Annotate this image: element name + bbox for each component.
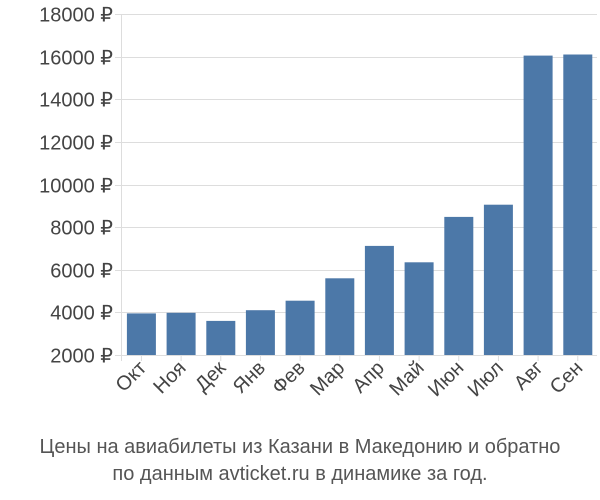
y-tick-label: 10000 ₽ xyxy=(39,176,113,198)
bar-12 xyxy=(563,54,593,355)
chart-caption-line-2: по данным avticket.ru в динамике за год. xyxy=(112,463,488,485)
x-tick-label: Дек xyxy=(191,357,230,396)
bar-8 xyxy=(404,262,434,355)
bar-9 xyxy=(444,216,474,355)
chart-caption-line-1: Цены на авиабилеты из Казани в Македонию… xyxy=(39,436,561,458)
grid-layer xyxy=(115,14,597,361)
x-tick-label: Ноя xyxy=(149,357,190,398)
bar-4 xyxy=(245,310,275,355)
y-tick-label: 16000 ₽ xyxy=(39,48,113,70)
x-tick-label: Май xyxy=(385,357,428,400)
x-tick-label: Июл xyxy=(464,357,508,401)
bar-6 xyxy=(325,278,355,355)
x-tick-label: Мар xyxy=(306,357,349,400)
bar-2 xyxy=(166,312,196,355)
x-tick-label: Фев xyxy=(268,357,310,399)
bars-layer xyxy=(126,54,593,355)
y-tick-label: 18000 ₽ xyxy=(39,5,113,27)
y-axis: 2000 ₽ 4000 ₽ 6000 ₽ 8000 ₽ 10000 ₽ 12000 ₽ 14… xyxy=(39,5,113,368)
x-tick-label: Сен xyxy=(546,357,587,398)
x-tick-label: Июн xyxy=(424,357,468,401)
bar-11 xyxy=(523,55,553,355)
bar-3 xyxy=(206,320,236,355)
x-tick-label: Янв xyxy=(229,357,270,398)
y-tick-label: 2000 ₽ xyxy=(50,346,113,368)
bar-1 xyxy=(126,313,156,355)
bar-chart: 2000 ₽ 4000 ₽ 6000 ₽ 8000 ₽ 10000 ₽ 12000 ₽ 14… xyxy=(39,5,597,401)
y-tick-label: 6000 ₽ xyxy=(50,261,113,283)
y-tick-label: 14000 ₽ xyxy=(39,90,113,112)
x-tick-label: Окт xyxy=(112,357,151,396)
y-tick-label: 8000 ₽ xyxy=(50,218,113,240)
x-tick-label: Апр xyxy=(348,357,389,398)
bar-5 xyxy=(285,300,315,355)
x-tick-label: Авг xyxy=(510,357,548,395)
y-tick-label: 12000 ₽ xyxy=(39,133,113,155)
bar-10 xyxy=(483,204,513,355)
y-tick-label: 4000 ₽ xyxy=(50,303,113,325)
bar-7 xyxy=(364,245,394,355)
